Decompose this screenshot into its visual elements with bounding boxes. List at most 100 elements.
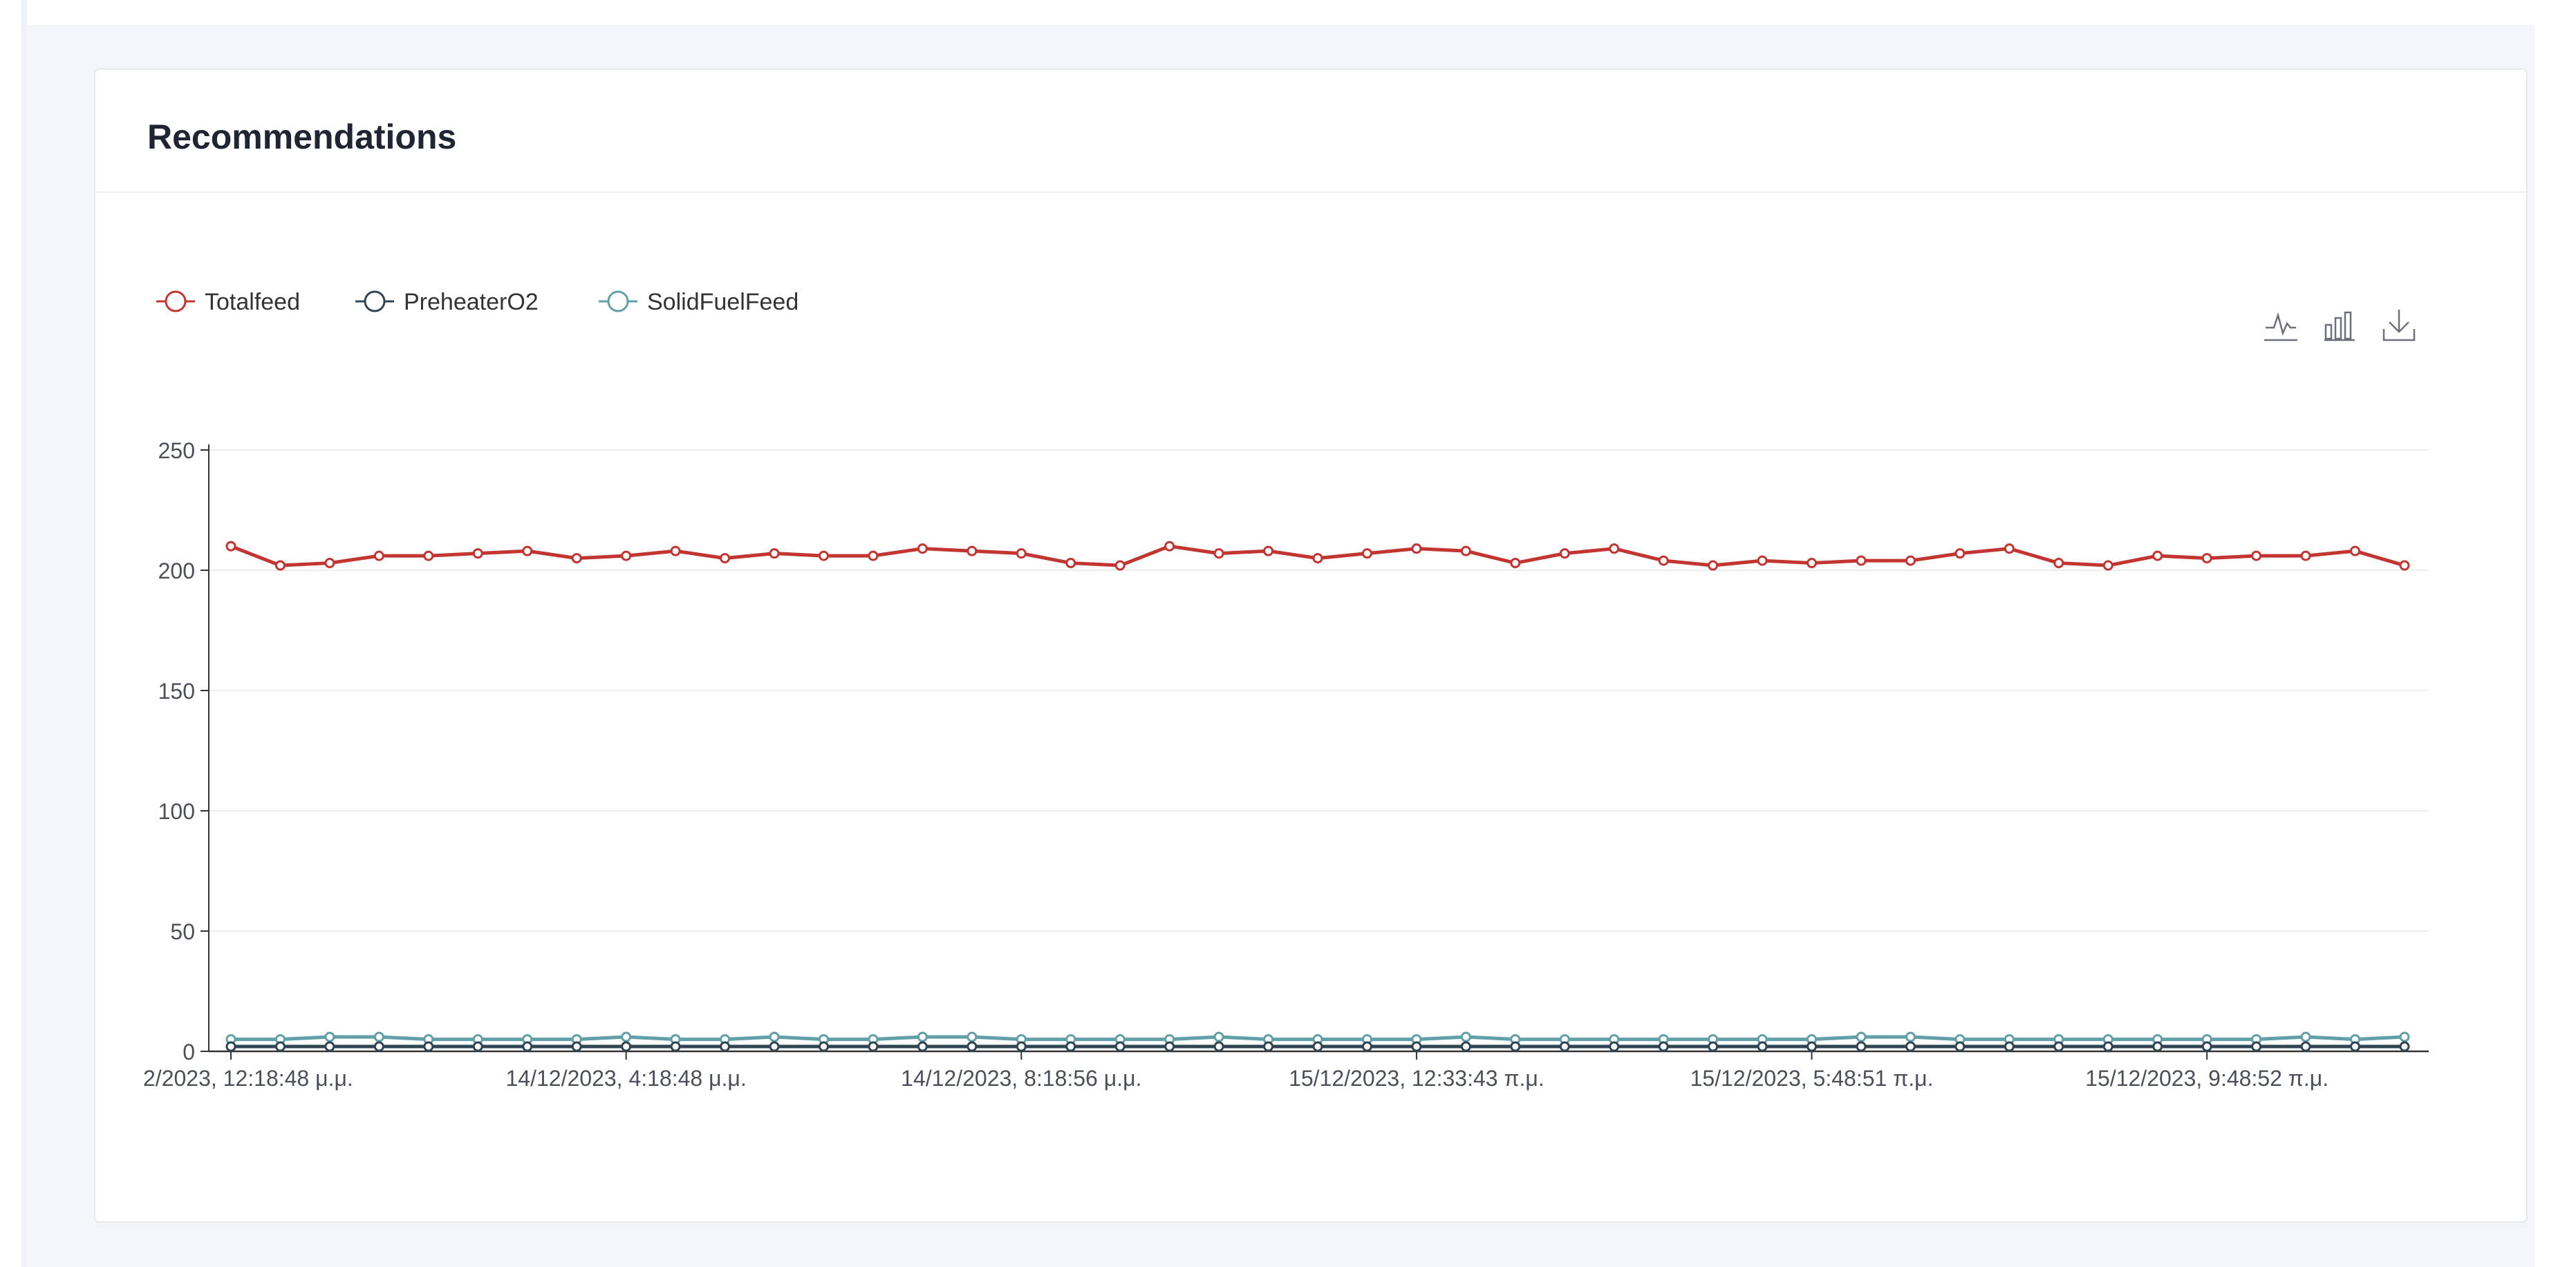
data-point[interactable] (2300, 1031, 2311, 1042)
data-point[interactable] (2053, 1041, 2064, 1052)
data-point[interactable] (1856, 1041, 1867, 1052)
data-point[interactable] (1905, 1031, 1916, 1042)
data-point[interactable] (1658, 1041, 1669, 1052)
data-point[interactable] (1411, 543, 1422, 554)
data-point[interactable] (1065, 1041, 1076, 1052)
data-point[interactable] (1807, 1041, 1818, 1052)
data-point[interactable] (1856, 1031, 1867, 1042)
data-point[interactable] (1954, 1041, 1966, 1052)
data-point[interactable] (1609, 543, 1620, 554)
data-point[interactable] (769, 1041, 780, 1052)
data-point[interactable] (917, 543, 928, 554)
line-chart-icon[interactable] (2261, 307, 2300, 346)
data-point[interactable] (1807, 558, 1818, 569)
data-point[interactable] (1312, 1041, 1323, 1052)
data-point[interactable] (818, 550, 829, 561)
data-point[interactable] (571, 553, 582, 564)
data-point[interactable] (373, 1031, 384, 1042)
data-point[interactable] (2004, 1041, 2015, 1052)
data-point[interactable] (769, 1031, 780, 1042)
data-point[interactable] (917, 1041, 928, 1052)
data-point[interactable] (1114, 1041, 1126, 1052)
data-point[interactable] (324, 1031, 335, 1042)
data-point[interactable] (1016, 548, 1027, 559)
data-point[interactable] (423, 550, 434, 561)
data-point[interactable] (1905, 1041, 1916, 1052)
data-point[interactable] (2201, 1041, 2212, 1052)
data-point[interactable] (621, 550, 632, 561)
data-point[interactable] (1164, 541, 1175, 552)
data-point[interactable] (2201, 553, 2212, 564)
data-point[interactable] (2350, 1041, 2361, 1052)
data-point[interactable] (1510, 1041, 1521, 1052)
data-point[interactable] (324, 1041, 335, 1052)
data-point[interactable] (2152, 550, 2163, 561)
data-point[interactable] (2004, 543, 2015, 554)
data-point[interactable] (2053, 558, 2064, 569)
data-point[interactable] (2350, 545, 2361, 556)
data-point[interactable] (1954, 548, 1966, 559)
data-point[interactable] (2152, 1041, 2163, 1052)
data-point[interactable] (769, 548, 780, 559)
data-point[interactable] (1263, 1041, 1274, 1052)
data-point[interactable] (324, 558, 335, 569)
data-point[interactable] (1114, 560, 1126, 571)
download-icon[interactable] (2380, 307, 2418, 346)
data-point[interactable] (2399, 560, 2410, 571)
data-point[interactable] (868, 550, 879, 561)
data-point[interactable] (2399, 1031, 2410, 1042)
data-point[interactable] (1559, 548, 1570, 559)
data-point[interactable] (1361, 548, 1372, 559)
data-point[interactable] (1658, 555, 1669, 566)
data-point[interactable] (225, 1041, 236, 1052)
data-point[interactable] (720, 1041, 731, 1052)
data-point[interactable] (1016, 1041, 1027, 1052)
data-point[interactable] (2102, 560, 2113, 571)
data-point[interactable] (1609, 1041, 1620, 1052)
data-point[interactable] (818, 1041, 829, 1052)
data-point[interactable] (2399, 1041, 2410, 1052)
data-point[interactable] (1708, 560, 1719, 571)
data-point[interactable] (571, 1041, 582, 1052)
data-point[interactable] (670, 1041, 681, 1052)
data-point[interactable] (1164, 1041, 1175, 1052)
data-point[interactable] (621, 1031, 632, 1042)
data-point[interactable] (1213, 1041, 1224, 1052)
data-point[interactable] (621, 1041, 632, 1052)
data-point[interactable] (1559, 1041, 1570, 1052)
bar-chart-icon[interactable] (2322, 307, 2360, 346)
data-point[interactable] (670, 545, 681, 556)
data-point[interactable] (720, 553, 731, 564)
data-point[interactable] (917, 1031, 928, 1042)
legend-item-totalfeed[interactable]: Totalfeed (156, 289, 300, 315)
data-point[interactable] (1708, 1041, 1719, 1052)
data-point[interactable] (1460, 1031, 1471, 1042)
data-point[interactable] (423, 1041, 434, 1052)
data-point[interactable] (1411, 1041, 1422, 1052)
data-point[interactable] (522, 545, 533, 556)
data-point[interactable] (1065, 558, 1076, 569)
data-point[interactable] (1460, 1041, 1471, 1052)
data-point[interactable] (967, 1031, 978, 1042)
data-point[interactable] (2300, 1041, 2311, 1052)
data-point[interactable] (1856, 555, 1867, 566)
legend-item-preheatero2[interactable]: PreheaterO2 (355, 289, 539, 315)
data-point[interactable] (1213, 1031, 1224, 1042)
data-point[interactable] (1510, 558, 1521, 569)
data-point[interactable] (967, 545, 978, 556)
data-point[interactable] (2251, 550, 2262, 561)
data-point[interactable] (967, 1041, 978, 1052)
data-point[interactable] (373, 1041, 384, 1052)
data-point[interactable] (1757, 1041, 1768, 1052)
data-point[interactable] (225, 541, 236, 552)
data-point[interactable] (1757, 555, 1768, 566)
data-point[interactable] (868, 1041, 879, 1052)
data-point[interactable] (373, 550, 384, 561)
data-point[interactable] (1213, 548, 1224, 559)
legend-item-solidfuelfeed[interactable]: SolidFuelFeed (599, 289, 799, 315)
data-point[interactable] (1361, 1041, 1372, 1052)
data-point[interactable] (1263, 545, 1274, 556)
data-point[interactable] (1312, 553, 1323, 564)
data-point[interactable] (522, 1041, 533, 1052)
data-point[interactable] (1905, 555, 1916, 566)
